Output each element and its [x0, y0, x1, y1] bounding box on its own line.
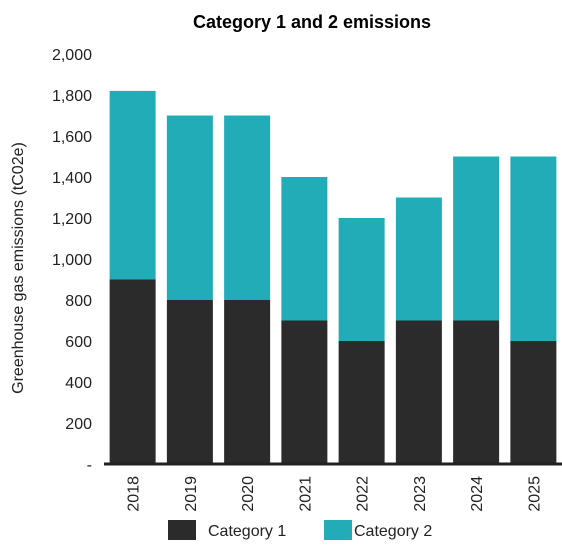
bar-category-2-2024 — [453, 156, 500, 321]
bar-category-1-2019 — [166, 300, 213, 464]
y-axis-label: Greenhouse gas emissions (tC02e) — [10, 142, 27, 394]
legend-swatch-category-2 — [324, 520, 352, 540]
bar-category-2-2018 — [109, 90, 156, 280]
y-tick-label: 2,000 — [52, 47, 92, 64]
x-tick-label: 2018 — [126, 476, 143, 512]
y-axis-ticks: - 200 400 600 800 1,000 1,200 1,400 1,600 1,800 2,… — [52, 47, 92, 474]
bar-category-2-2020 — [224, 115, 271, 300]
x-tick-label: 2019 — [183, 476, 200, 512]
y-tick-label: 800 — [65, 293, 92, 310]
x-tick-label: 2022 — [355, 476, 372, 512]
bar-category-1-2020 — [224, 300, 271, 464]
bar-category-1-2023 — [395, 320, 442, 464]
x-tick-label: 2020 — [240, 476, 257, 512]
legend: Category 1 Category 2 — [168, 520, 432, 540]
bar-category-2-2022 — [338, 218, 385, 341]
bar-category-2-2019 — [166, 115, 213, 300]
x-tick-label: 2025 — [526, 476, 543, 512]
bar-category-1-2022 — [338, 341, 385, 464]
x-tick-label: 2021 — [297, 476, 314, 512]
y-tick-label: 1,800 — [52, 88, 92, 105]
y-tick-label: 1,400 — [52, 170, 92, 187]
y-tick-label: 600 — [65, 334, 92, 351]
bar-category-1-2021 — [281, 320, 328, 464]
chart-title: Category 1 and 2 emissions — [193, 12, 431, 32]
y-tick-label: 200 — [65, 416, 92, 433]
x-tick-label: 2024 — [469, 476, 486, 512]
legend-swatch-category-1 — [168, 520, 196, 540]
legend-label-category-1: Category 1 — [208, 523, 286, 540]
bar-category-1-2025 — [510, 341, 557, 464]
bar-category-1-2024 — [453, 320, 500, 464]
bars-group — [109, 90, 557, 464]
bar-category-2-2025 — [510, 156, 557, 341]
y-tick-label: 400 — [65, 375, 92, 392]
legend-label-category-2: Category 2 — [354, 523, 432, 540]
y-tick-label: - — [87, 457, 92, 474]
bar-category-1-2018 — [109, 279, 156, 464]
y-tick-label: 1,000 — [52, 252, 92, 269]
x-axis-ticks: 2018 2019 2020 2021 2022 2023 2024 2025 — [126, 476, 544, 512]
bar-category-2-2023 — [395, 197, 442, 321]
bar-category-2-2021 — [281, 177, 328, 321]
x-tick-label: 2023 — [412, 476, 429, 512]
y-tick-label: 1,200 — [52, 211, 92, 228]
y-tick-label: 1,600 — [52, 129, 92, 146]
